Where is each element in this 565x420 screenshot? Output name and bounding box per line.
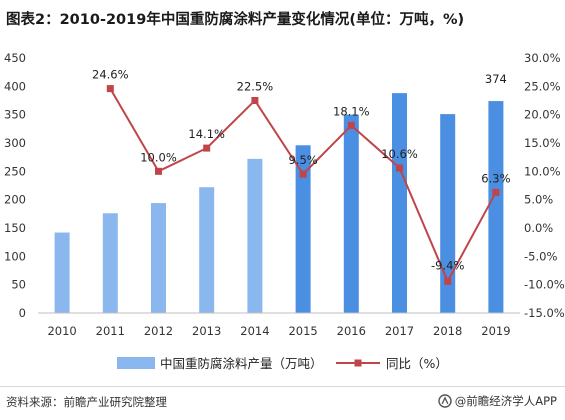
growth-label-2011: 24.6% (92, 68, 129, 82)
growth-marker-2013 (203, 144, 211, 152)
legend-line-marker (354, 359, 362, 367)
y-left-tick-label: 100 (4, 249, 26, 263)
bar-2015 (295, 145, 311, 313)
y-left-tick-label: 400 (4, 79, 26, 93)
bar-2012 (151, 203, 166, 313)
labels-layer: 24.6% 10.0% 14.1% 22.5% 9.5% 18.1% 10.6% -9.4% 6… (92, 68, 511, 273)
y-right-tick-label: -15.0% (524, 306, 565, 320)
x-tick-label-2012: 2012 (144, 324, 173, 338)
x-tick-label-2016: 2016 (337, 324, 366, 338)
y-right-tick-label: 25.0% (524, 79, 561, 93)
growth-marker-2014 (251, 97, 259, 104)
y-left-tick-label: 0 (19, 306, 26, 320)
x-tick-label-2014: 2014 (240, 324, 269, 338)
y-left-tick-label: 450 (4, 51, 26, 65)
y-left-tick-label: 350 (4, 108, 26, 122)
chart-title: 图表2：2010-2019年中国重防腐涂料产量变化情况(单位：万吨，%) (6, 12, 465, 28)
y-left-tick-label: 250 (4, 164, 26, 178)
axes-layer: 0 50 100 150 200 250 300 350 400 450 -15.0% -10.0% -… (4, 51, 565, 338)
legend-line-label: 同比（%） (386, 356, 448, 371)
x-tick-label-2017: 2017 (385, 324, 414, 338)
y-right-tick-label: 0.0% (524, 221, 553, 235)
y-right-tick-label: 20.0% (524, 108, 561, 122)
bars-layer (54, 93, 504, 314)
growth-label-2017: 10.6% (381, 147, 418, 161)
y-left-tick-label: 300 (4, 136, 26, 150)
y-right-tick-label: 30.0% (524, 51, 561, 65)
bar-2011 (102, 213, 118, 313)
legend: 中国重防腐涂料产量（万吨） 同比（%） (117, 356, 448, 371)
x-tick-label-2019: 2019 (481, 324, 510, 338)
growth-label-2019: 6.3% (481, 171, 510, 185)
growth-label-2016: 18.1% (333, 104, 370, 118)
legend-bar-swatch (117, 357, 155, 369)
x-tick-label-2011: 2011 (96, 324, 125, 338)
y-right-tick-label: -5.0% (524, 249, 557, 263)
legend-bar-label: 中国重防腐涂料产量（万吨） (160, 356, 323, 371)
footer-divider (0, 386, 565, 387)
growth-label-2014: 22.5% (237, 80, 274, 94)
growth-label-2018: -9.4% (431, 258, 464, 272)
y-right-tick-label: 15.0% (524, 136, 561, 150)
bar-2018 (440, 114, 456, 313)
bar-2014 (247, 158, 263, 313)
y-right-tick-label: 5.0% (524, 193, 553, 207)
growth-marker-2016 (347, 121, 355, 129)
growth-marker-2011 (106, 85, 114, 93)
growth-label-2015: 9.5% (288, 153, 317, 167)
growth-marker-2015 (299, 170, 307, 178)
y-right-tick-label: 10.0% (524, 164, 561, 178)
growth-marker-2012 (155, 167, 162, 175)
line-layer (106, 85, 500, 285)
y-left-tick-label: 50 (11, 278, 26, 292)
bar-2017 (392, 93, 407, 313)
source-note: 资料来源：前瞻产业研究院整理 (6, 395, 167, 409)
growth-marker-2018 (444, 277, 452, 285)
bar-2019 (488, 101, 504, 313)
growth-marker-2019 (492, 188, 500, 196)
bar-2016 (343, 114, 359, 314)
y-right-tick-label: -10.0% (524, 278, 565, 292)
x-tick-label-2010: 2010 (47, 324, 76, 338)
y-left-tick-label: 150 (4, 221, 26, 235)
bar-2010 (54, 232, 70, 313)
brand-logo-icon (438, 394, 452, 408)
bar-2013 (199, 187, 215, 313)
bar-label-2019: 374 (485, 72, 507, 86)
growth-marker-2017 (396, 164, 403, 172)
growth-label-2012: 10.0% (140, 150, 177, 164)
x-tick-label-2018: 2018 (433, 324, 462, 338)
brand-text: @前瞻经济学人APP (454, 394, 557, 408)
y-left-tick-label: 200 (4, 193, 26, 207)
brand-credit: @前瞻经济学人APP (438, 393, 557, 409)
growth-label-2013: 14.1% (188, 127, 225, 141)
x-tick-label-2015: 2015 (288, 324, 317, 338)
x-tick-label-2013: 2013 (192, 324, 221, 338)
